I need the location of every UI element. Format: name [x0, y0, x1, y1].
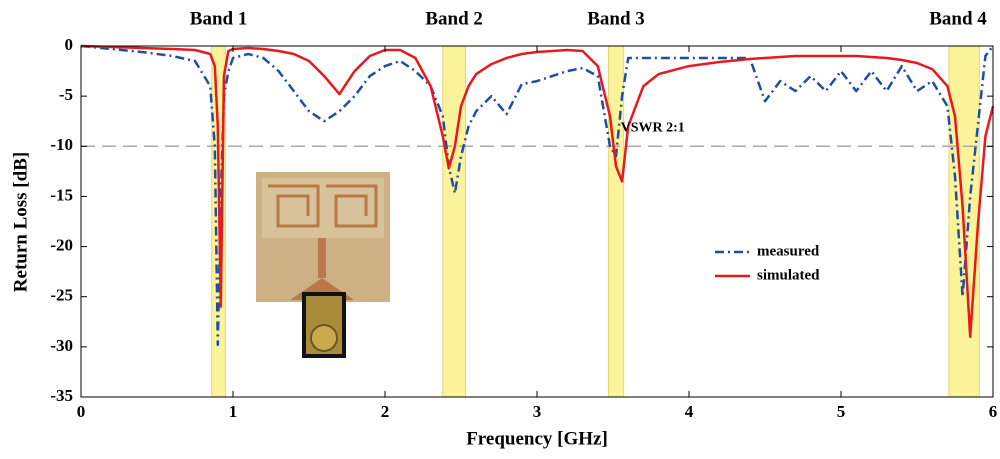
y-tick-label: -5 — [59, 85, 73, 104]
x-tick-label: 2 — [381, 402, 390, 421]
y-tick-label: -30 — [50, 336, 73, 355]
legend-label: measured — [757, 243, 820, 259]
x-tick-label: 0 — [77, 402, 86, 421]
band-label: Band 2 — [425, 8, 483, 29]
y-tick-label: -20 — [50, 235, 73, 254]
legend-label: simulated — [757, 267, 820, 283]
band-label: Band 3 — [587, 8, 645, 29]
x-tick-label: 1 — [229, 402, 238, 421]
y-axis-label: Return Loss [dB] — [10, 152, 31, 292]
x-axis-label: Frequency [GHz] — [466, 428, 608, 449]
band-label: Band 4 — [929, 8, 987, 29]
y-tick-label: -10 — [50, 135, 73, 154]
x-tick-label: 6 — [989, 402, 998, 421]
series-line — [80, 44, 994, 347]
band-label: Band 1 — [190, 8, 248, 29]
y-tick-label: -35 — [50, 386, 73, 405]
x-tick-label: 4 — [685, 402, 694, 421]
y-tick-label: 0 — [65, 35, 74, 54]
x-tick-label: 5 — [837, 402, 846, 421]
y-tick-label: -15 — [50, 185, 73, 204]
reference-label: VSWR 2:1 — [621, 121, 685, 136]
band — [442, 45, 467, 398]
x-tick-label: 3 — [533, 402, 542, 421]
y-tick-label: -25 — [50, 286, 73, 305]
antenna-photo — [256, 172, 390, 358]
